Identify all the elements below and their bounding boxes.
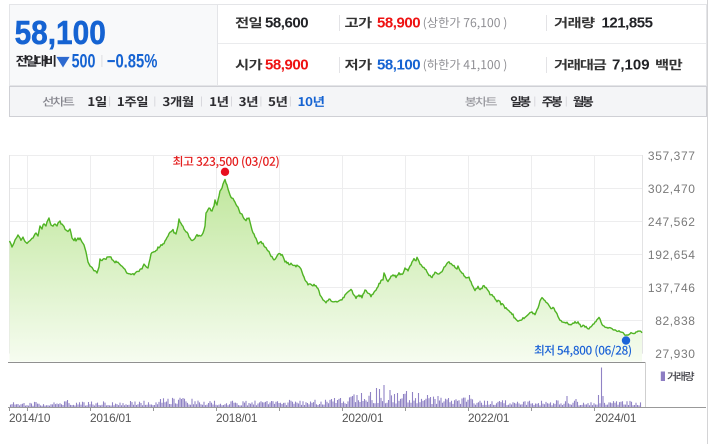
svg-text:2022/01: 2022/01 xyxy=(468,411,509,425)
svg-text:2024/01: 2024/01 xyxy=(595,411,636,425)
svg-text:82,838: 82,838 xyxy=(655,314,695,328)
svg-text:58,900: 58,900 xyxy=(265,56,308,73)
svg-text:58,600: 58,600 xyxy=(265,14,308,31)
svg-text:357,377: 357,377 xyxy=(648,149,696,163)
svg-text:58,900: 58,900 xyxy=(377,14,420,31)
svg-text:247,562: 247,562 xyxy=(648,215,696,229)
svg-text:2018/01: 2018/01 xyxy=(216,411,257,425)
svg-text:7,109: 7,109 xyxy=(612,56,650,73)
svg-text:2016/01: 2016/01 xyxy=(90,411,131,425)
svg-text:−0.85%: −0.85% xyxy=(107,51,158,72)
svg-text:58,100: 58,100 xyxy=(377,56,420,73)
svg-text:2020/01: 2020/01 xyxy=(342,411,383,425)
svg-text:192,654: 192,654 xyxy=(648,248,696,262)
svg-text:500: 500 xyxy=(72,50,96,71)
svg-text:302,470: 302,470 xyxy=(648,182,696,196)
svg-text:121,855: 121,855 xyxy=(602,14,653,31)
svg-text:2014/10: 2014/10 xyxy=(9,411,51,425)
svg-text:137,746: 137,746 xyxy=(648,281,696,295)
svg-text:27,930: 27,930 xyxy=(655,347,695,361)
svg-text:58,100: 58,100 xyxy=(15,13,106,51)
